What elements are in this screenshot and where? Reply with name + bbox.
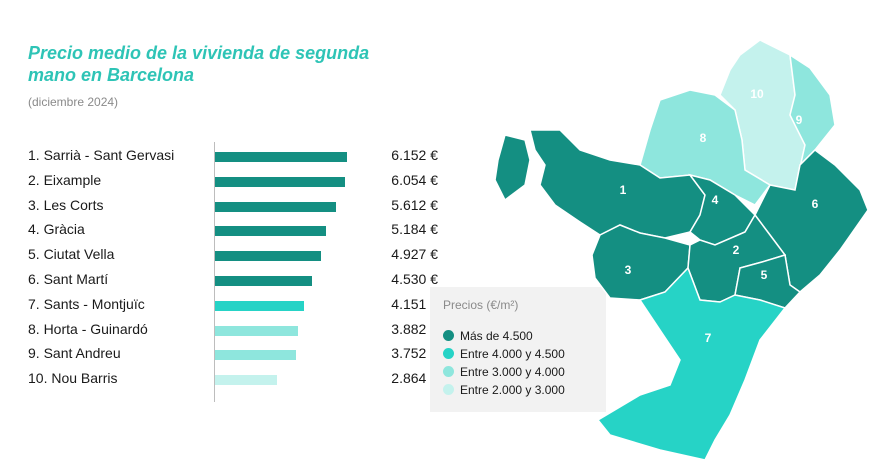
legend-item: Entre 4.000 y 4.500 [443, 347, 565, 361]
legend-label: Entre 3.000 y 4.000 [460, 365, 565, 379]
bar [215, 300, 305, 311]
legend-item: Más de 4.500 [443, 329, 533, 343]
bar [215, 176, 345, 187]
legend-label: Entre 4.000 y 4.500 [460, 347, 565, 361]
district-number-label: 10 [750, 87, 764, 101]
bar-category-label: 9. Sant Andreu [28, 345, 121, 362]
bar-category-label: 10. Nou Barris [28, 370, 118, 387]
legend-swatch [443, 366, 454, 377]
chart-subtitle: (diciembre 2024) [28, 95, 119, 109]
bar [215, 251, 321, 262]
bar-value-label: 5.612 € [391, 196, 438, 213]
legend-swatch [443, 384, 454, 395]
bar-value-label: 4.530 € [391, 270, 438, 287]
legend-swatch [443, 348, 454, 359]
legend-item: Entre 3.000 y 4.000 [443, 365, 565, 379]
bar-row: 6. Sant Martí 4.530 € [28, 268, 438, 293]
bar-category-label: 1. Sarrià - Sant Gervasi [28, 147, 175, 163]
bar [215, 375, 277, 386]
bar-row: 2. Eixample 6.054 € [28, 169, 438, 194]
bar-row: 1. Sarrià - Sant Gervasi 6.152 € [28, 144, 438, 169]
bar-axis-line [214, 142, 215, 402]
bar [215, 226, 327, 237]
district-number-label: 7 [705, 331, 712, 345]
bar-value-label: 5.184 € [391, 221, 438, 238]
district-number-label: 5 [761, 268, 768, 282]
legend: Precios (€/m²) Más de 4.500 Entre 4.000 y… [430, 287, 606, 412]
bar-category-label: 5. Ciutat Vella [28, 246, 115, 263]
legend-label: Más de 4.500 [460, 329, 533, 343]
bar-row: 7. Sants - Montjuïc 4.151 € [28, 293, 438, 318]
district-number-label: 9 [796, 113, 803, 127]
district-number-label: 8 [700, 131, 707, 145]
district-1-sarria-sant-gervasi[interactable] [529, 129, 706, 239]
district-number-label: 6 [812, 197, 819, 211]
bar-value-label: 2.864 € [391, 370, 438, 387]
bar-chart: 1. Sarrià - Sant Gervasi 6.152 € 2. Eixamp… [28, 144, 438, 392]
legend-label: Entre 2.000 y 3.000 [460, 383, 565, 397]
bar [215, 201, 336, 212]
bar-row: 3. Les Corts 5.612 € [28, 194, 438, 219]
district-1-west-exclave [494, 134, 531, 202]
bar-category-label: 2. Eixample [28, 171, 102, 188]
bar-row: 9. Sant Andreu 3.752 € [28, 342, 438, 367]
bar [215, 275, 313, 286]
bar-value-label: 3.882 € [391, 320, 438, 337]
district-number-label: 3 [625, 263, 632, 277]
bar-value-label: 3.752 € [391, 345, 438, 362]
legend-title: Precios (€/m²) [443, 298, 519, 312]
bar-row: 8. Horta - Guinardó 3.882 € [28, 318, 438, 343]
bar-value-label: 6.152 € [391, 147, 438, 163]
district-number-label: 2 [733, 243, 740, 257]
district-number-label: 1 [620, 183, 627, 197]
legend-swatch [443, 330, 454, 341]
bar-category-label: 7. Sants - Montjuïc [28, 295, 145, 312]
bar-value-label: 4.927 € [391, 246, 438, 263]
barcelona-district-map: 1 2 3 4 5 6 7 8 9 10 [494, 39, 869, 461]
bar-value-label: 6.054 € [391, 171, 438, 188]
bar-value-label: 4.151 € [391, 295, 438, 312]
bar-row: 10. Nou Barris 2.864 € [28, 367, 438, 392]
district-7-sants-montjuic[interactable] [596, 266, 787, 461]
bar-category-label: 8. Horta - Guinardó [28, 320, 148, 337]
bar [215, 152, 348, 162]
bar [215, 325, 299, 336]
bar-category-label: 4. Gràcia [28, 221, 85, 238]
chart-title: Precio medio de la vivienda de segunda m… [28, 43, 370, 85]
bar-row: 4. Gràcia 5.184 € [28, 218, 438, 243]
bar-row: 5. Ciutat Vella 4.927 € [28, 243, 438, 268]
legend-item: Entre 2.000 y 3.000 [443, 383, 565, 397]
bar-category-label: 3. Les Corts [28, 196, 104, 213]
bar [215, 350, 296, 361]
bar-category-label: 6. Sant Martí [28, 270, 109, 287]
district-number-label: 4 [712, 193, 719, 207]
